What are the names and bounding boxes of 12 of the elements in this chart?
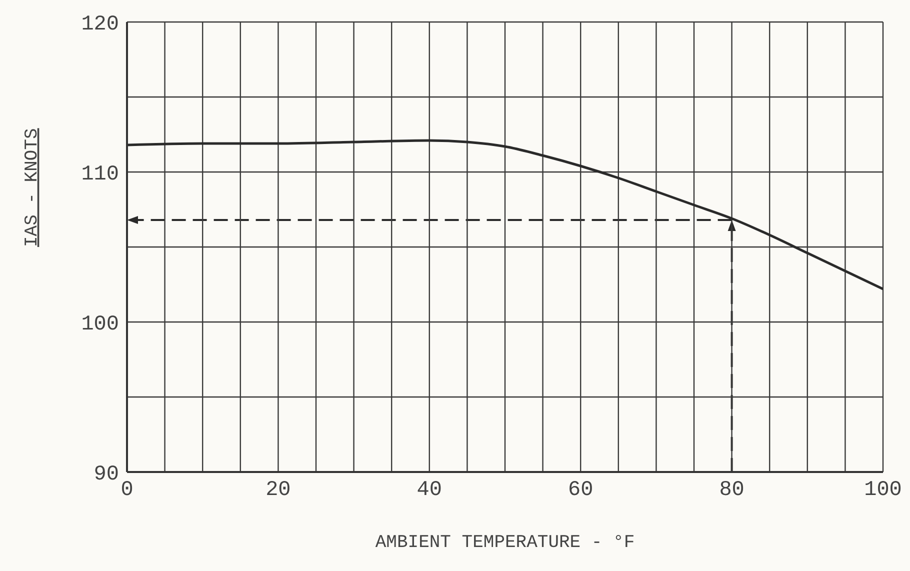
x-tick-label: 20	[266, 478, 291, 502]
x-tick-label: 0	[120, 478, 134, 502]
x-axis-title: AMBIENT TEMPERATURE - °F	[375, 533, 635, 553]
y-tick-label: 110	[81, 163, 119, 186]
y-axis-title: IAS - KNOTS	[22, 128, 42, 247]
x-tick-label: 40	[416, 478, 442, 502]
y-tick-label: 120	[81, 13, 119, 36]
x-tick-label: 80	[719, 478, 744, 502]
x-tick-label: 100	[864, 478, 902, 502]
y-tick-label: 100	[81, 313, 119, 336]
y-tick-label: 90	[94, 463, 119, 486]
x-tick-label: 60	[568, 478, 594, 502]
